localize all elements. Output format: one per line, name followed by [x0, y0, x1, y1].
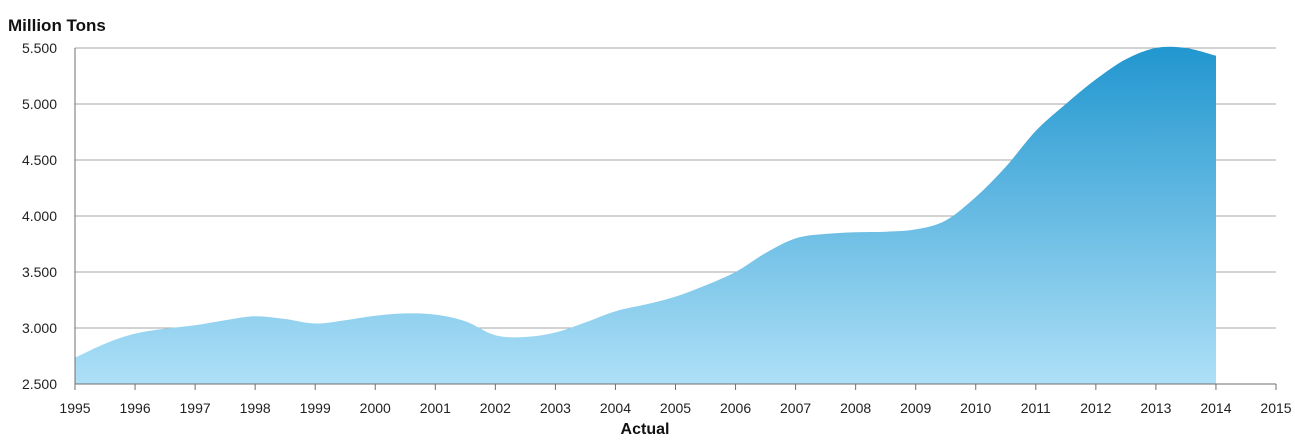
x-tick-label: 1998: [240, 400, 271, 416]
x-axis-title: Actual: [621, 421, 670, 438]
x-tick-label: 2014: [1200, 400, 1231, 416]
x-tick-label: 2015: [1260, 400, 1291, 416]
y-axis-title: Million Tons: [8, 16, 106, 35]
x-tick-label: 2009: [900, 400, 931, 416]
x-tick-label: 2006: [720, 400, 751, 416]
series-area: [75, 46, 1216, 384]
x-tick-label: 2002: [480, 400, 511, 416]
x-tick-label: 1997: [180, 400, 211, 416]
x-tick-label: 2011: [1021, 400, 1051, 416]
axes: [74, 48, 1277, 390]
x-tick-label: 2000: [360, 400, 391, 416]
x-tick-label: 2012: [1080, 400, 1111, 416]
x-tick-label: 2004: [600, 400, 631, 416]
x-tick-labels: 1995 1996 1997 1998 1999 2000 2001 2002 2003 2004…: [59, 400, 1291, 416]
x-tick-label: 2005: [660, 400, 691, 416]
x-tick-label: 1996: [119, 400, 150, 416]
x-tick-label: 2008: [840, 400, 871, 416]
y-tick-label: 5.500: [22, 40, 57, 56]
x-tick-label: 2013: [1140, 400, 1171, 416]
y-tick-label: 4.500: [22, 152, 57, 168]
y-tick-labels: 2.500 3.000 3.500 4.000 4.500 5.000 5.500: [22, 40, 57, 392]
y-tick-label: 3.500: [22, 264, 57, 280]
x-tick-label: 2007: [780, 400, 811, 416]
x-tick-label: 1995: [59, 400, 90, 416]
y-tick-label: 2.500: [22, 376, 57, 392]
y-tick-label: 4.000: [22, 208, 57, 224]
x-tick-label: 1999: [300, 400, 331, 416]
x-tick-label: 2003: [540, 400, 571, 416]
x-tick-label: 2001: [420, 400, 451, 416]
x-tick-label: 2010: [960, 400, 991, 416]
y-tick-label: 3.000: [22, 320, 57, 336]
y-tick-label: 5.000: [22, 96, 57, 112]
